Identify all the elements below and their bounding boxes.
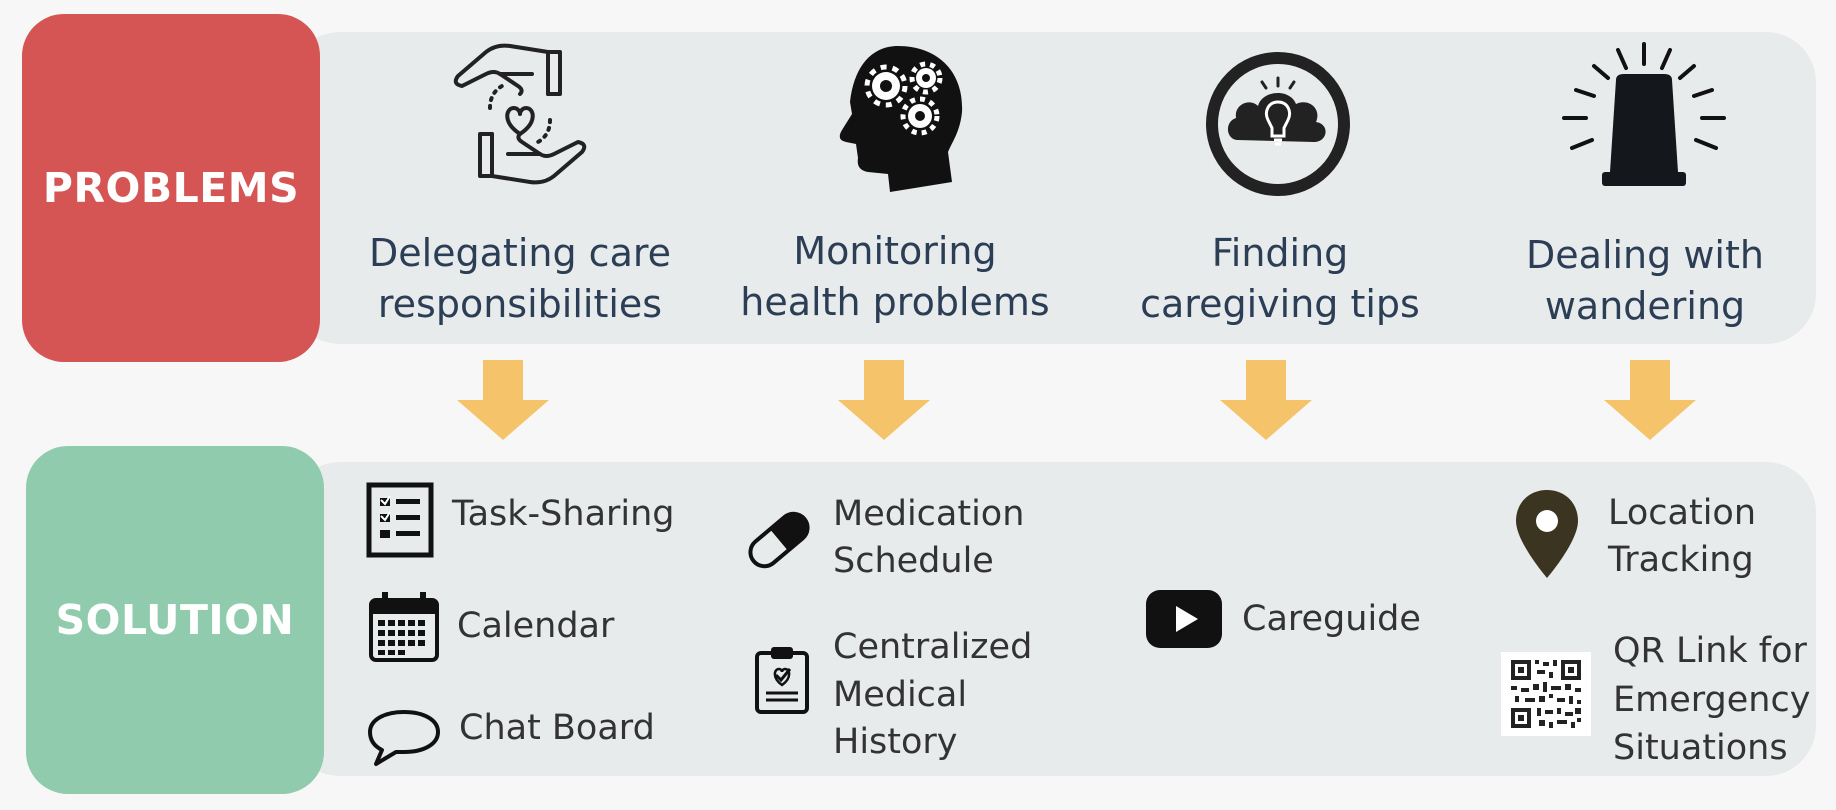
medical-history-line-3: History (833, 722, 958, 762)
problem-1-line-1: Delegating care (368, 231, 672, 275)
solution-careguide: Careguide (1242, 599, 1421, 639)
medical-clipboard-icon (755, 647, 809, 714)
solution-label-box: SOLUTION (26, 446, 324, 794)
medication-line-2: Schedule (833, 541, 994, 581)
solution-chat-board: Chat Board (459, 708, 655, 748)
solution-location-tracking: Location Tracking (1608, 490, 1756, 584)
checklist-icon (366, 482, 434, 558)
location-line-1: Location (1608, 493, 1757, 533)
problem-2-line-1: Monitoring (793, 229, 997, 273)
problem-4-line-2: wandering (1544, 284, 1746, 328)
problems-band (290, 32, 1816, 344)
head-gears-icon (839, 46, 963, 192)
solution-label: SOLUTION (55, 596, 295, 644)
qr-code-icon (1501, 652, 1591, 736)
down-arrow-2-icon (838, 360, 930, 440)
problems-label: PROBLEMS (42, 164, 300, 212)
qr-link-line-2: Emergency (1613, 679, 1811, 720)
problem-4-line-1: Dealing with (1526, 233, 1764, 277)
problem-finding-tips: Finding caregiving tips (1120, 228, 1440, 330)
solution-calendar: Calendar (457, 606, 615, 646)
down-arrow-1-icon (457, 360, 549, 440)
problems-label-box: PROBLEMS (22, 14, 320, 362)
problem-monitoring-health: Monitoring health problems (735, 226, 1055, 328)
problem-2-line-2: health problems (740, 280, 1050, 324)
caring-hands-heart-icon (453, 43, 587, 185)
solution-qr-link: QR Link for Emergency Situations (1613, 627, 1810, 773)
alarm-siren-icon (1562, 42, 1726, 186)
location-pin-icon (1516, 490, 1578, 578)
medication-line-1: Medication (833, 494, 1025, 534)
lightbulb-cloud-icon (1206, 52, 1350, 196)
calendar-icon (369, 592, 439, 662)
qr-link-line-3: Situations (1613, 728, 1788, 768)
down-arrow-4-icon (1604, 360, 1696, 440)
chat-bubble-icon (368, 710, 440, 766)
pill-capsule-icon (748, 511, 810, 569)
solution-task-sharing: Task-Sharing (452, 494, 675, 534)
qr-link-line-1: QR Link for (1613, 631, 1807, 671)
problem-dealing-wandering: Dealing with wandering (1485, 230, 1805, 332)
video-play-icon (1146, 590, 1222, 648)
problem-delegating-care: Delegating care responsibilities (360, 228, 680, 330)
location-line-2: Tracking (1608, 540, 1754, 580)
medical-history-line-1: Centralized (833, 627, 1033, 667)
medical-history-line-2: Medical (833, 674, 968, 715)
problem-3-line-1: Finding (1211, 231, 1349, 275)
problem-1-line-2: responsibilities (377, 282, 663, 326)
down-arrow-3-icon (1220, 360, 1312, 440)
solution-medication-schedule: Medication Schedule (833, 491, 1024, 585)
problem-3-line-2: caregiving tips (1140, 282, 1420, 326)
solution-medical-history: Centralized Medical History (833, 624, 1032, 767)
